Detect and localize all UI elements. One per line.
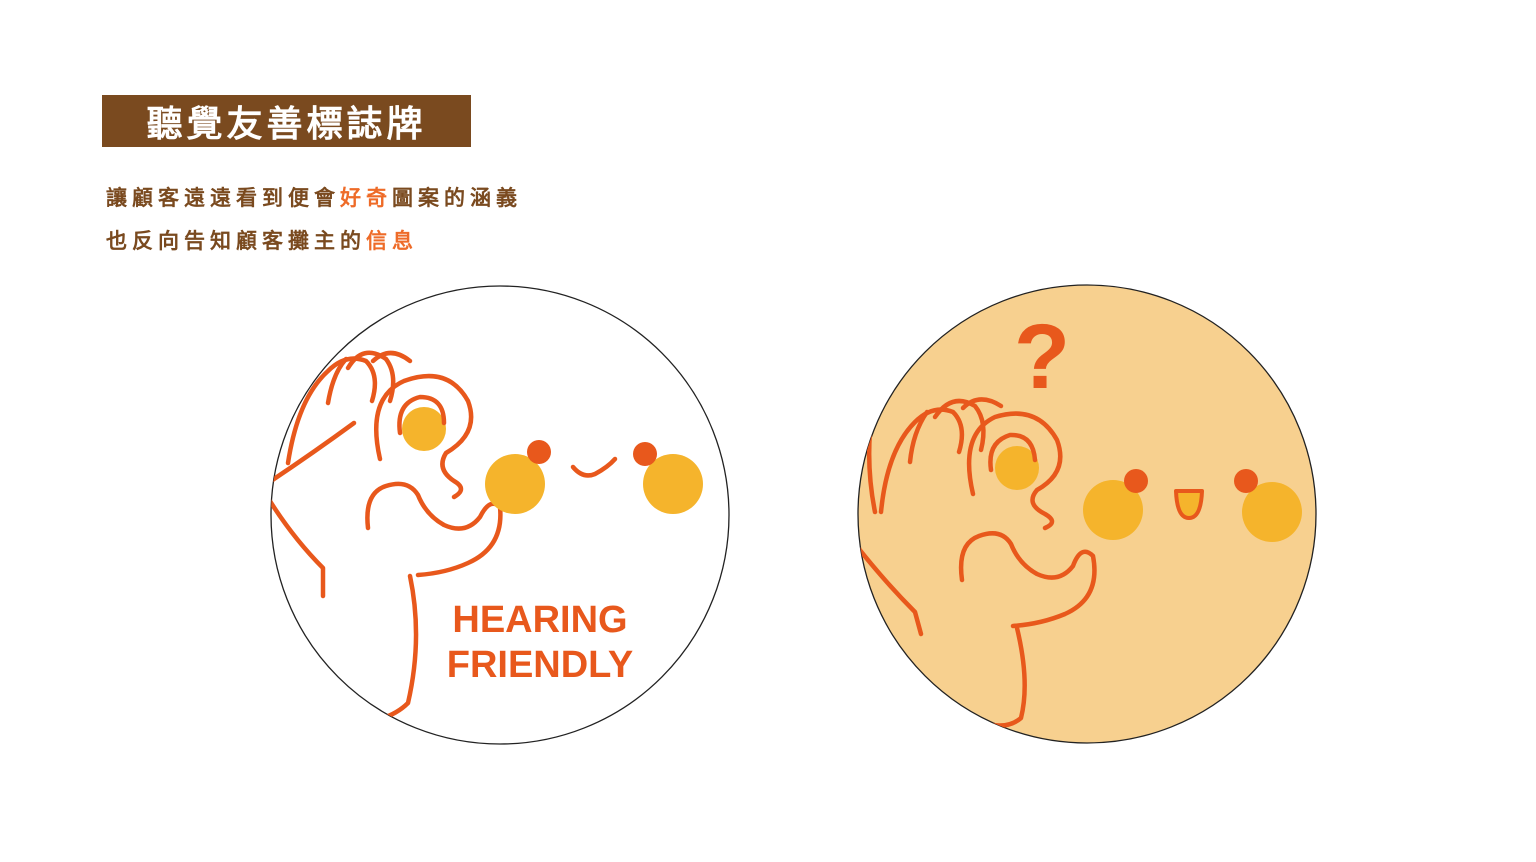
subtitle-line-2-text: 也反向告知顧客攤主的 [106, 229, 366, 253]
badge-text-friendly: FRIENDLY [447, 644, 634, 686]
question-mark-icon: ? [1014, 306, 1070, 408]
subtitle-line-1-tail: 圖案的涵義 [392, 186, 522, 210]
page-title: 聽覺友善標誌牌 [102, 95, 471, 147]
badge-back: ? [857, 284, 1317, 744]
badge-front: HEARING FRIENDLY [270, 285, 730, 745]
face-icon [485, 440, 703, 514]
hand-ear-icon [271, 350, 503, 726]
subtitle-line-1: 讓顧客遠遠看到便會好奇圖案的涵義 [106, 182, 522, 212]
subtitle-line-1-text: 讓顧客遠遠看到便會 [106, 186, 340, 210]
subtitle-line-2: 也反向告知顧客攤主的信息 [106, 225, 418, 255]
subtitle-line-1-highlight: 好奇 [340, 186, 392, 210]
face-icon [1083, 469, 1302, 542]
hand-ear-icon [858, 397, 1097, 728]
subtitle-line-2-highlight: 信息 [366, 229, 418, 253]
badge-text-hearing: HEARING [452, 599, 627, 641]
